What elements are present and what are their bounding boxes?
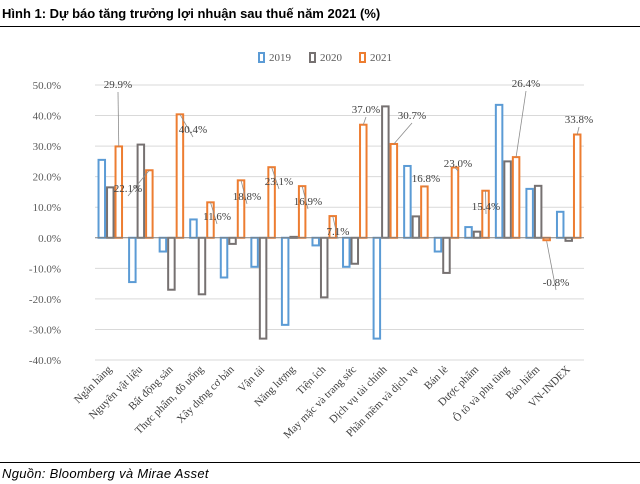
y-tick-label: -30.0% xyxy=(29,324,61,336)
bar-2021 xyxy=(389,142,399,239)
annotation-leader xyxy=(546,241,557,291)
bar-2020 xyxy=(167,236,176,291)
source-note: Nguồn: Bloomberg và Mirae Asset xyxy=(2,466,209,481)
data-label-2021: 22.1% xyxy=(114,183,142,195)
annotation-leader xyxy=(240,180,248,205)
bar-2020 xyxy=(472,230,482,239)
bar-2020 xyxy=(258,236,268,340)
annotation-leader xyxy=(179,114,194,138)
data-label-2021: 26.4% xyxy=(512,78,540,90)
bar-2021 xyxy=(359,123,368,239)
bar-2021 xyxy=(145,169,154,239)
x-category-label: Bán lẻ xyxy=(422,364,451,393)
legend-swatch-2019 xyxy=(258,52,265,63)
bar-2020 xyxy=(319,236,329,299)
bottom-divider xyxy=(0,462,640,463)
data-label-2021: 15.4% xyxy=(472,201,500,213)
data-label-2021: 11.6% xyxy=(203,211,231,223)
bar-2019 xyxy=(464,226,473,239)
bar-2021 xyxy=(450,166,460,239)
y-tick-label: -10.0% xyxy=(29,263,61,275)
data-label-2021: 7.1% xyxy=(327,226,350,238)
bar-2021 xyxy=(511,156,521,239)
annotation-leader xyxy=(393,122,413,145)
bar-2019 xyxy=(128,236,137,284)
bar-2020 xyxy=(533,184,543,239)
y-tick-label: 40.0% xyxy=(33,111,61,123)
legend-swatch-2020 xyxy=(309,52,316,63)
data-label-2021: 37.0% xyxy=(352,104,380,116)
bar-2019 xyxy=(525,187,534,239)
data-label-2021: 40.4% xyxy=(179,124,207,136)
bar-2019 xyxy=(311,236,320,247)
bar-2021 xyxy=(572,133,582,239)
annotation-leader xyxy=(454,167,459,172)
figure-title-bar: Hình 1: Dự báo tăng trưởng lợi nhuận sau… xyxy=(0,0,640,27)
bar-2019 xyxy=(158,236,168,253)
bar-2020 xyxy=(442,236,451,274)
annotation-leader xyxy=(210,202,218,225)
data-label-2021: 16.8% xyxy=(412,173,440,185)
data-label-2021: -0.8% xyxy=(543,277,570,289)
x-category-label: Nguyên vật liệu xyxy=(87,363,146,422)
legend-label-2020: 2020 xyxy=(320,52,343,64)
data-label-2021: 23.0% xyxy=(444,158,472,170)
figure-title: Hình 1: Dự báo tăng trưởng lợi nhuận sau… xyxy=(2,6,381,21)
y-tick-label: 20.0% xyxy=(33,172,61,184)
bar-2019 xyxy=(97,158,107,239)
legend-label-2021: 2021 xyxy=(370,52,392,64)
bar-2019 xyxy=(372,236,382,340)
annotation-leader xyxy=(515,90,527,158)
bar-2019 xyxy=(250,236,259,268)
data-label-2021: 18.8% xyxy=(233,191,261,203)
bar-2019 xyxy=(219,236,229,279)
legend-swatch-2021 xyxy=(359,52,366,63)
bar-chart: -40.0% -30.0% -20.0% -10.0% 0.0% 10.0% 20.0% 30… xyxy=(29,52,593,441)
bar-2020 xyxy=(411,215,421,239)
bar-2020 xyxy=(197,236,207,296)
data-label-2021: 16.9% xyxy=(294,196,322,208)
bar-2019 xyxy=(342,236,351,268)
annotation-leader xyxy=(576,126,580,135)
bar-2020 xyxy=(106,186,115,239)
bar-2019 xyxy=(494,103,504,239)
bar-2020 xyxy=(503,160,512,239)
bar-2020 xyxy=(350,236,360,265)
bar-2019 xyxy=(280,236,290,326)
annotation-leader xyxy=(332,215,339,240)
y-tick-label: 10.0% xyxy=(33,202,61,214)
chart-area: -40.0% -30.0% -20.0% -10.0% 0.0% 10.0% 20.0% 30… xyxy=(6,30,634,460)
y-tick-label: -20.0% xyxy=(29,294,61,306)
bar-2020 xyxy=(228,236,237,245)
y-tick-label: 30.0% xyxy=(33,141,61,153)
data-label-2021: 33.8% xyxy=(565,114,593,126)
data-label-2021: 23.1% xyxy=(265,176,293,188)
data-label-2021: 29.9% xyxy=(104,79,132,91)
annotation-leader xyxy=(271,167,280,190)
annotation-leader xyxy=(362,116,367,125)
bar-2019 xyxy=(403,164,412,239)
y-tick-label: -40.0% xyxy=(29,355,61,367)
bar-2019 xyxy=(555,210,565,239)
y-tick-label: 0.0% xyxy=(38,233,61,245)
annotation-leader xyxy=(301,186,309,210)
bar-2021 xyxy=(420,185,429,239)
annotation-leader xyxy=(127,169,150,197)
bar-2019 xyxy=(189,218,198,239)
x-category-label: Xây dựng cơ bản xyxy=(175,363,237,425)
legend-label-2019: 2019 xyxy=(269,52,292,64)
data-label-2021: 30.7% xyxy=(398,110,426,122)
bar-2019 xyxy=(433,236,443,253)
y-tick-label: 50.0% xyxy=(33,80,61,92)
bar-2020 xyxy=(381,105,390,239)
annotation-leader xyxy=(117,91,120,147)
